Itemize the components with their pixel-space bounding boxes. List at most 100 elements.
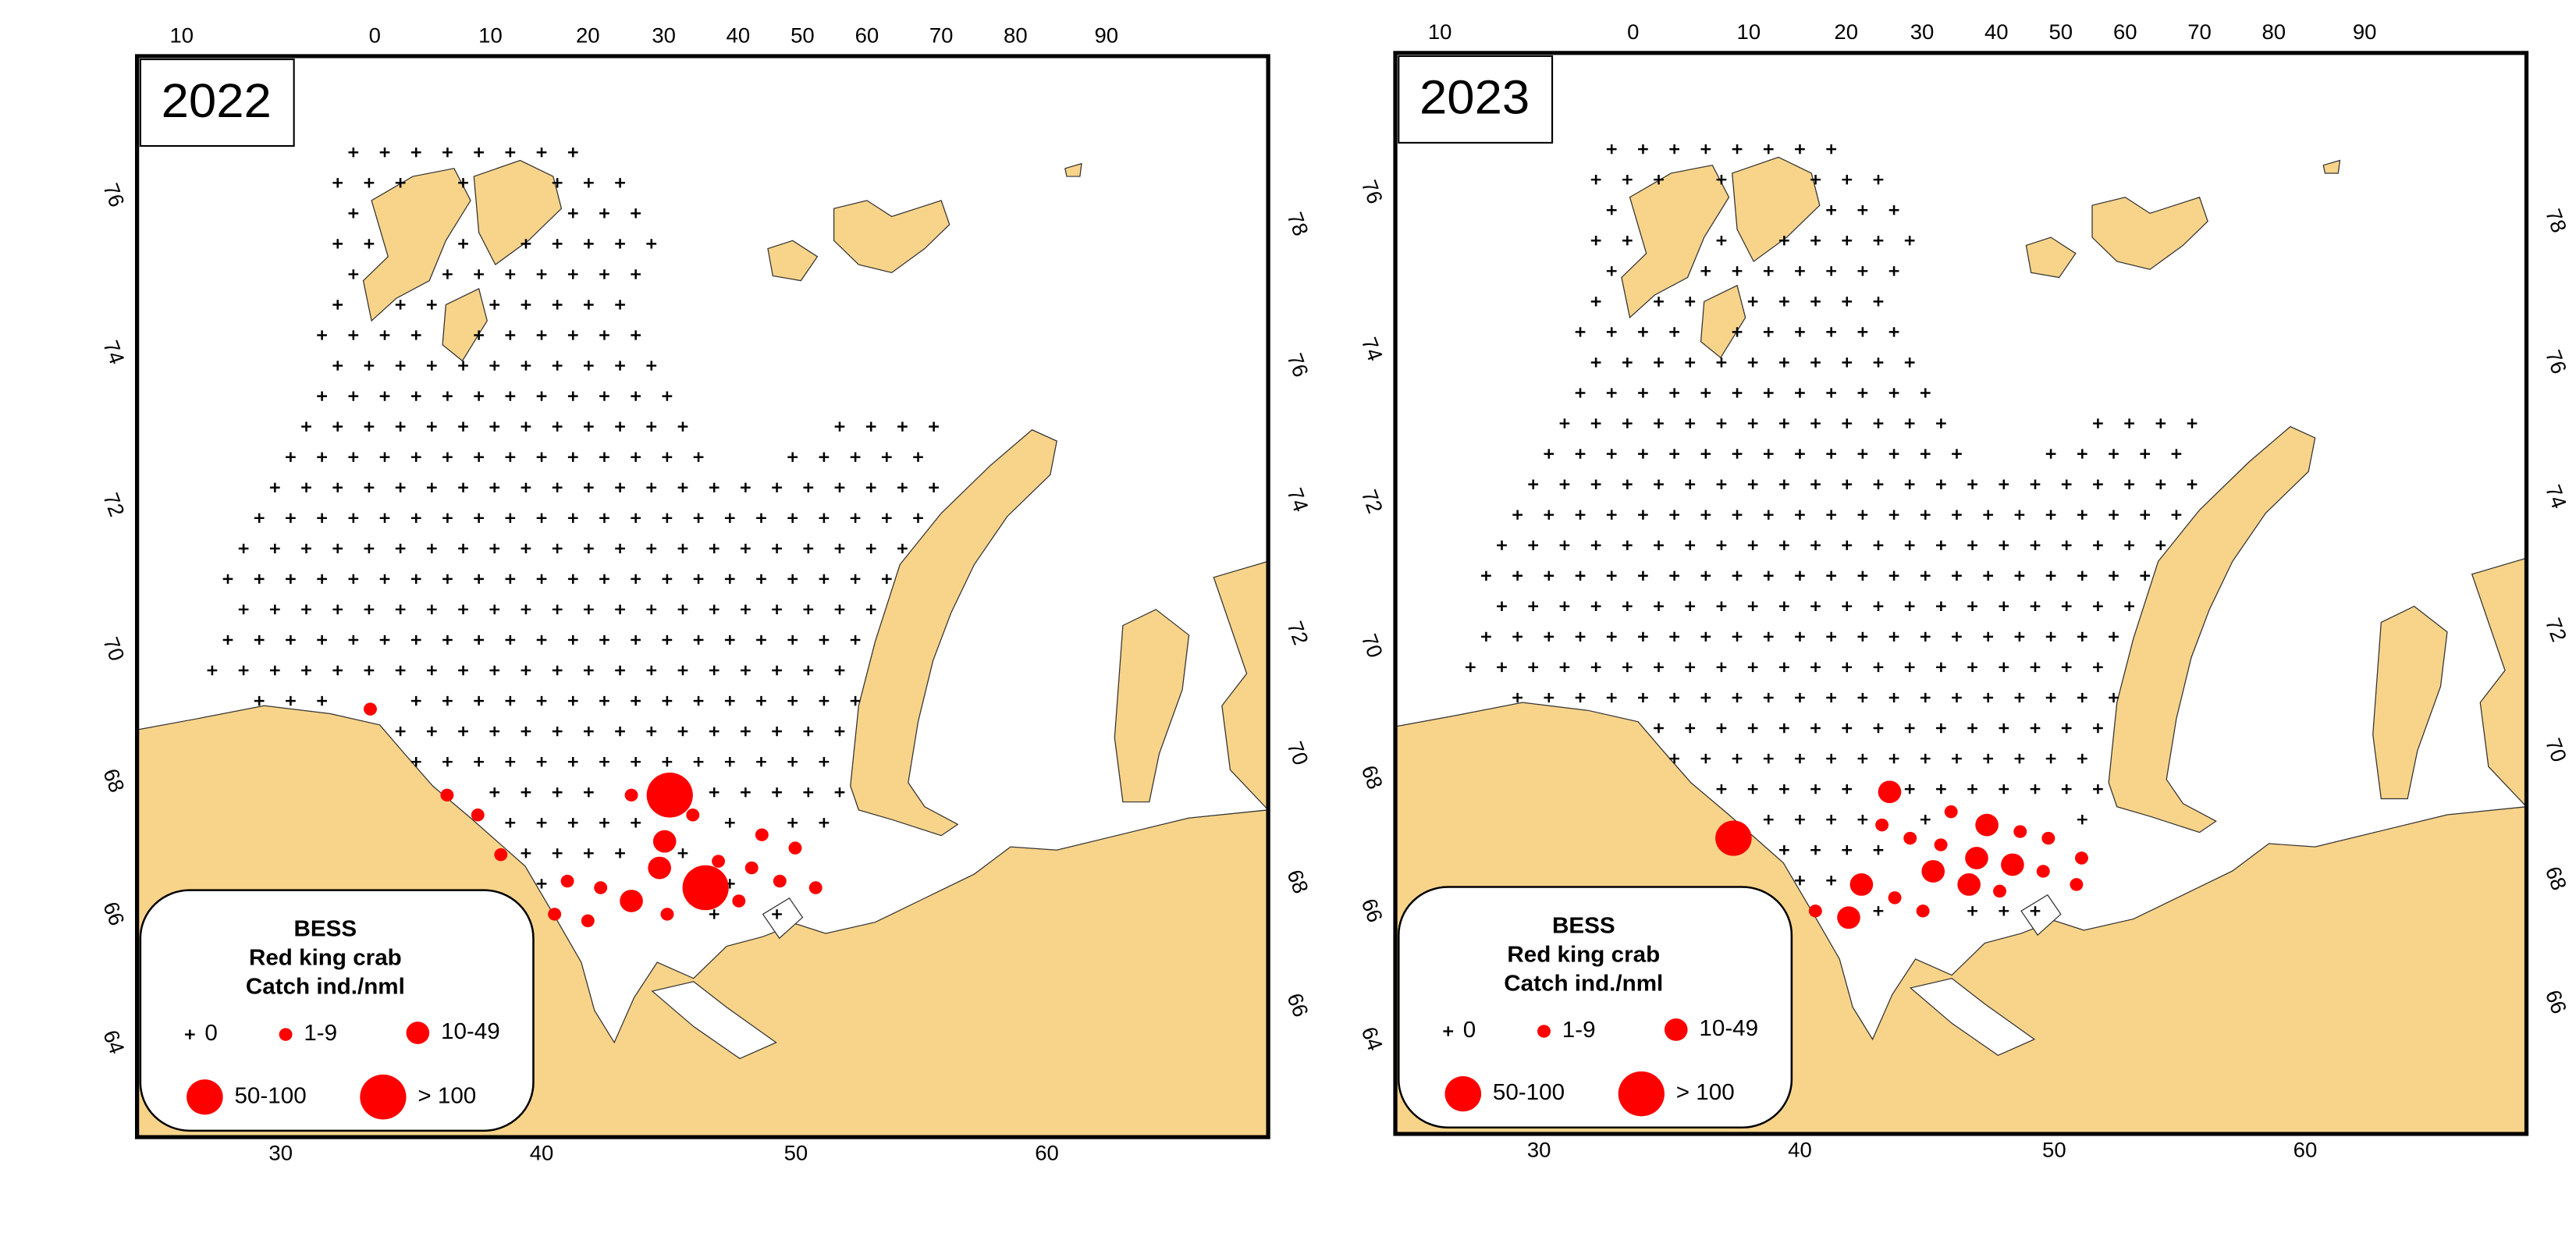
zero-catch-station xyxy=(332,421,343,432)
catch-station xyxy=(648,856,671,880)
zero-catch-station xyxy=(2155,540,2166,550)
zero-catch-station xyxy=(458,178,468,188)
zero-catch-station xyxy=(1826,631,1837,642)
zero-catch-station xyxy=(1575,327,1586,337)
legend-symbol xyxy=(1618,1071,1665,1117)
zero-catch-station xyxy=(1999,479,2009,489)
zero-catch-station xyxy=(567,695,578,706)
zero-catch-station xyxy=(2109,510,2119,520)
zero-catch-station xyxy=(1952,631,1962,642)
zero-catch-station xyxy=(1732,570,1743,581)
zero-catch-station xyxy=(348,147,359,158)
zero-catch-station xyxy=(1857,815,1868,825)
zero-catch-station xyxy=(1528,662,1539,673)
zero-catch-station xyxy=(348,330,359,340)
zero-catch-station xyxy=(1779,418,1789,428)
zero-catch-station xyxy=(1481,570,1491,581)
zero-catch-station xyxy=(1857,449,1868,459)
top-axis-label: 40 xyxy=(727,23,751,48)
zero-catch-station xyxy=(631,391,641,401)
catch-station xyxy=(2074,851,2088,865)
zero-catch-station xyxy=(1638,144,1648,155)
top-axis-label: 10 xyxy=(1428,20,1452,44)
zero-catch-station xyxy=(1622,479,1633,489)
zero-catch-station xyxy=(1497,662,1507,673)
zero-catch-station xyxy=(1920,631,1931,642)
zero-catch-station xyxy=(301,482,311,492)
zero-catch-station xyxy=(1842,662,1853,673)
zero-catch-station xyxy=(693,452,704,462)
zero-catch-station xyxy=(615,604,625,615)
zero-catch-station xyxy=(1732,510,1743,520)
zero-catch-station xyxy=(615,361,625,371)
zero-catch-station xyxy=(1716,723,1727,734)
zero-catch-station xyxy=(1920,570,1931,581)
zero-catch-station xyxy=(615,543,625,554)
zero-catch-station xyxy=(505,574,516,585)
zero-catch-station xyxy=(1920,753,1931,764)
zero-catch-station xyxy=(1873,601,1884,612)
zero-catch-station xyxy=(1669,692,1679,703)
zero-catch-station xyxy=(505,513,516,523)
zero-catch-station xyxy=(1888,266,1899,276)
zero-catch-station xyxy=(1857,510,1868,520)
zero-catch-station xyxy=(631,574,641,585)
right-axis-label: 76 xyxy=(1282,350,1313,380)
zero-catch-station xyxy=(567,634,578,645)
zero-catch-station xyxy=(1481,631,1491,642)
zero-catch-station xyxy=(521,665,531,676)
zero-catch-station xyxy=(599,452,609,462)
zero-catch-station xyxy=(584,787,594,798)
zero-catch-station xyxy=(426,482,437,492)
zero-catch-station xyxy=(489,482,500,492)
zero-catch-station xyxy=(521,848,531,858)
zero-catch-station xyxy=(1685,540,1696,550)
map-panel: 2023 10 0 10 20 30 40 50 60 70 80 90 76 74 72 70 68 66 64 7… xyxy=(1357,20,2572,1162)
zero-catch-station xyxy=(1763,327,1774,337)
zero-catch-station xyxy=(1716,418,1727,428)
zero-catch-station xyxy=(803,787,814,798)
zero-catch-station xyxy=(552,665,563,676)
zero-catch-station xyxy=(395,543,406,554)
zero-catch-station xyxy=(599,513,609,523)
zero-catch-station xyxy=(410,330,421,340)
zero-catch-station xyxy=(1590,357,1601,368)
zero-catch-station xyxy=(301,543,311,554)
legend-label: > 100 xyxy=(1676,1081,1735,1106)
zero-catch-station xyxy=(1967,540,1977,550)
zero-catch-station xyxy=(1528,479,1539,489)
zero-catch-station xyxy=(348,269,359,279)
zero-catch-station xyxy=(584,604,594,615)
zero-catch-station xyxy=(1575,388,1586,398)
zero-catch-station xyxy=(1763,510,1774,520)
legend-symbol xyxy=(1444,1075,1482,1112)
zero-catch-station xyxy=(442,757,453,767)
legend-label: 50-100 xyxy=(234,1084,306,1109)
zero-catch-station xyxy=(1747,540,1758,550)
zero-catch-station xyxy=(348,634,359,645)
zero-catch-station xyxy=(1779,601,1789,612)
zero-catch-station xyxy=(395,482,406,492)
zero-catch-station xyxy=(379,574,390,585)
zero-catch-station xyxy=(1590,236,1601,246)
zero-catch-station xyxy=(1700,631,1711,642)
zero-catch-station xyxy=(1857,205,1868,215)
zero-catch-station xyxy=(584,848,594,858)
zero-catch-station xyxy=(1779,723,1789,734)
year-box xyxy=(1398,55,1554,144)
zero-catch-station xyxy=(756,574,766,585)
left-axis-label: 76 xyxy=(98,180,130,210)
zero-catch-station xyxy=(756,634,766,645)
zero-catch-station xyxy=(474,695,484,706)
zero-catch-station xyxy=(646,361,657,371)
zero-catch-station xyxy=(631,634,641,645)
zero-catch-station xyxy=(1528,601,1539,612)
map-frame xyxy=(134,54,1270,1139)
zero-catch-station xyxy=(1622,236,1633,246)
zero-catch-station xyxy=(2045,449,2056,459)
zero-catch-station xyxy=(1763,692,1774,703)
zero-catch-station xyxy=(1638,449,1648,459)
zero-catch-station xyxy=(677,726,688,737)
zero-catch-station xyxy=(677,543,688,554)
zero-catch-station xyxy=(2077,570,2087,581)
